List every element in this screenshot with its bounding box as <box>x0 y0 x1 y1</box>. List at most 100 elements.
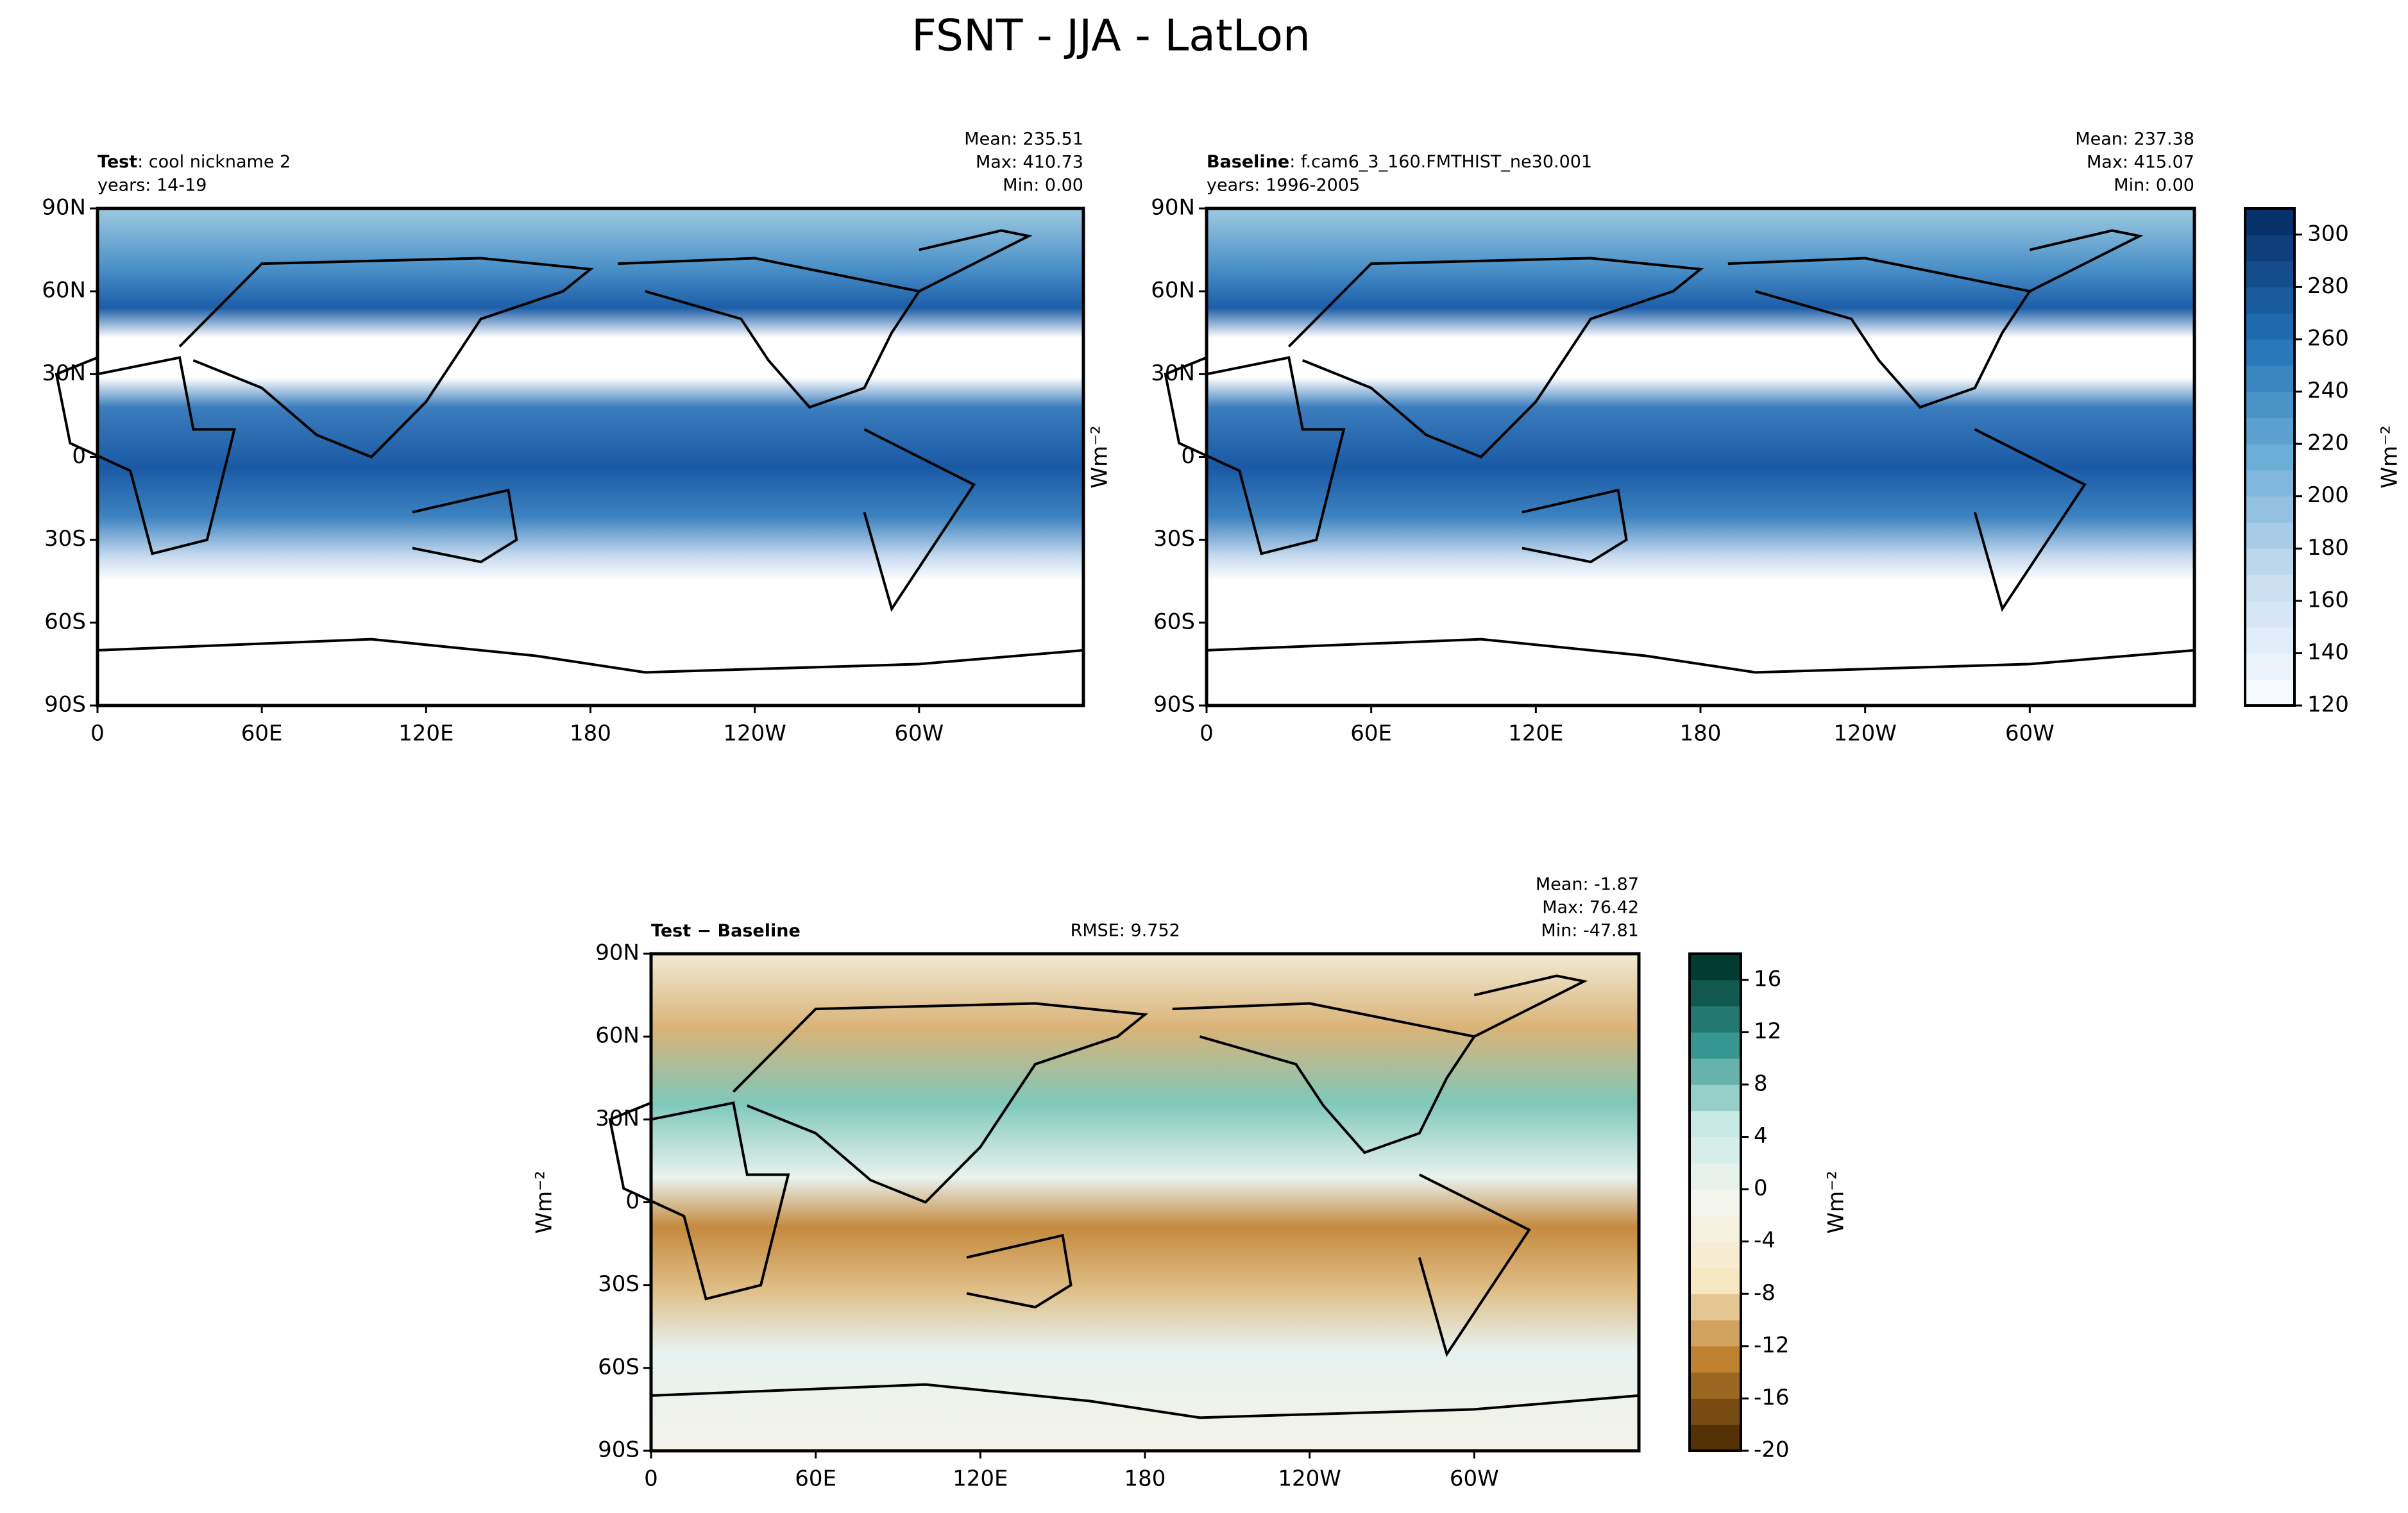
coastlines <box>1164 229 2195 674</box>
colorbar-tick-label: 180 <box>2307 535 2349 561</box>
colorbar-band <box>1690 979 1741 1007</box>
coastline <box>650 1383 1640 1419</box>
colorbar-band <box>2245 653 2294 680</box>
coastline <box>55 356 237 555</box>
y-tick-label: 30S <box>1153 526 1195 552</box>
panel-label-text: : f.cam6_3_160.FMTHIST_ne30.001 <box>1289 152 1592 172</box>
colorbar-tick-label: 200 <box>2307 482 2349 508</box>
colorbar-tick-label: 8 <box>1754 1070 1768 1096</box>
colorbar-tick-label: 260 <box>2307 325 2349 351</box>
colorbar-band <box>1690 1137 1741 1163</box>
coastline <box>1172 1002 1477 1154</box>
y-tick-label: 90S <box>598 1437 640 1463</box>
y-tick-label: 30S <box>44 526 86 552</box>
colorbar-tick-label: 16 <box>1754 966 1781 992</box>
colorbar-band <box>2245 600 2294 628</box>
panel-label-bold: Test <box>98 152 137 172</box>
colorbar-tick-label: 12 <box>1754 1019 1781 1044</box>
panel-label-bold: Test − Baseline <box>651 921 801 941</box>
y-tick-label: 30N <box>1151 360 1195 386</box>
x-tick-label: 120E <box>953 1466 1008 1492</box>
x-tick-label: 120W <box>1278 1466 1341 1492</box>
colorbar-tick-label: 220 <box>2307 430 2349 456</box>
colorbar-band <box>1690 1346 1741 1373</box>
y-tick-label: 90N <box>42 195 86 221</box>
coastline <box>1418 1173 1531 1358</box>
coastline <box>618 257 922 409</box>
stat: Mean: 235.51 <box>964 130 1083 149</box>
colorbar-band <box>2245 365 2294 393</box>
y-tick-label: 90S <box>44 692 86 718</box>
colorbar-tick-label: 0 <box>1754 1176 1768 1201</box>
colorbar-band <box>1690 1424 1741 1451</box>
coastline <box>2029 229 2144 292</box>
colorbar-band <box>1690 1398 1741 1425</box>
rmse: RMSE: 9.752 <box>1071 921 1180 941</box>
colorbar-tick-label: 300 <box>2307 221 2349 246</box>
x-tick-label: 60E <box>1350 721 1392 747</box>
x-tick-label: 120W <box>723 721 786 747</box>
coastline <box>412 488 518 564</box>
colorbar-band <box>2245 418 2294 444</box>
y-axis-label: Wm⁻² <box>532 1171 557 1233</box>
x-tick-label: 60W <box>894 721 944 747</box>
stat: Min: 0.00 <box>2114 176 2194 196</box>
x-tick-label: 60E <box>241 721 283 747</box>
coastline <box>918 229 1033 292</box>
panel-label: Test: cool nickname 2 <box>98 152 291 172</box>
y-tick-label: 90S <box>1153 692 1195 718</box>
coastline <box>97 638 1084 674</box>
colorbar-tick-label: 240 <box>2307 378 2349 403</box>
y-tick-label: 0 <box>1181 443 1195 469</box>
colorbar-band <box>1690 1032 1741 1059</box>
colorbar-tick-label: 280 <box>2307 273 2349 299</box>
y-tick-label: 30N <box>42 360 86 386</box>
colorbar-band <box>1690 1006 1741 1033</box>
colorbar-tick-label: 4 <box>1754 1123 1768 1149</box>
stat: Max: 76.42 <box>1542 898 1639 918</box>
y-axis-label: Wm⁻² <box>1087 425 1113 488</box>
coastline <box>1473 974 1588 1038</box>
y-tick-label: 0 <box>72 443 86 469</box>
colorbar-label: Wm⁻² <box>2377 425 2403 488</box>
colorbar-band <box>1690 1294 1741 1321</box>
coastline <box>863 428 976 613</box>
colorbar-band <box>2245 391 2294 418</box>
panel-label: Baseline: f.cam6_3_160.FMTHIST_ne30.001 <box>1207 152 1592 172</box>
x-tick-label: 120E <box>398 721 454 747</box>
colorbar-frame <box>2244 207 2296 707</box>
colorbar-band <box>2245 339 2294 366</box>
x-tick-label: 0 <box>90 721 105 747</box>
coastline <box>732 1002 1149 1204</box>
colorbar-band <box>1690 1267 1741 1294</box>
coastline <box>1522 488 1628 564</box>
colorbar-band <box>1690 1241 1741 1268</box>
x-tick-label: 180 <box>570 721 611 747</box>
panel-label-text: : cool nickname 2 <box>137 152 291 172</box>
y-tick-label: 60N <box>42 278 86 303</box>
y-tick-label: 30S <box>598 1271 640 1297</box>
stat: Max: 410.73 <box>976 153 1083 173</box>
x-tick-label: 120E <box>1508 721 1563 747</box>
colorbar-band <box>2245 575 2294 602</box>
colorbar-band <box>2245 627 2294 654</box>
colorbar-tick-label: 140 <box>2307 639 2349 665</box>
y-tick-label: 30N <box>595 1106 640 1131</box>
colorbar-band <box>2245 260 2294 287</box>
colorbar-band <box>1690 1163 1741 1190</box>
y-tick-label: 60S <box>598 1354 640 1380</box>
coastline <box>1164 356 1346 555</box>
y-tick-label: 90N <box>595 940 640 966</box>
panel-label-bold: Baseline <box>1207 152 1289 172</box>
colorbar-label: Wm⁻² <box>1824 1171 1849 1233</box>
y-tick-label: 90N <box>1151 195 1195 221</box>
colorbar-band <box>1690 1058 1741 1085</box>
colorbar-band <box>1690 1215 1741 1242</box>
y-tick-label: 0 <box>625 1188 640 1214</box>
stat: Min: -47.81 <box>1541 921 1639 941</box>
x-tick-label: 180 <box>1124 1466 1166 1492</box>
stat: Mean: -1.87 <box>1536 875 1639 895</box>
coastline <box>608 1101 790 1301</box>
colorbar-tick-label: -12 <box>1754 1332 1790 1358</box>
colorbar-band <box>1690 1320 1741 1347</box>
